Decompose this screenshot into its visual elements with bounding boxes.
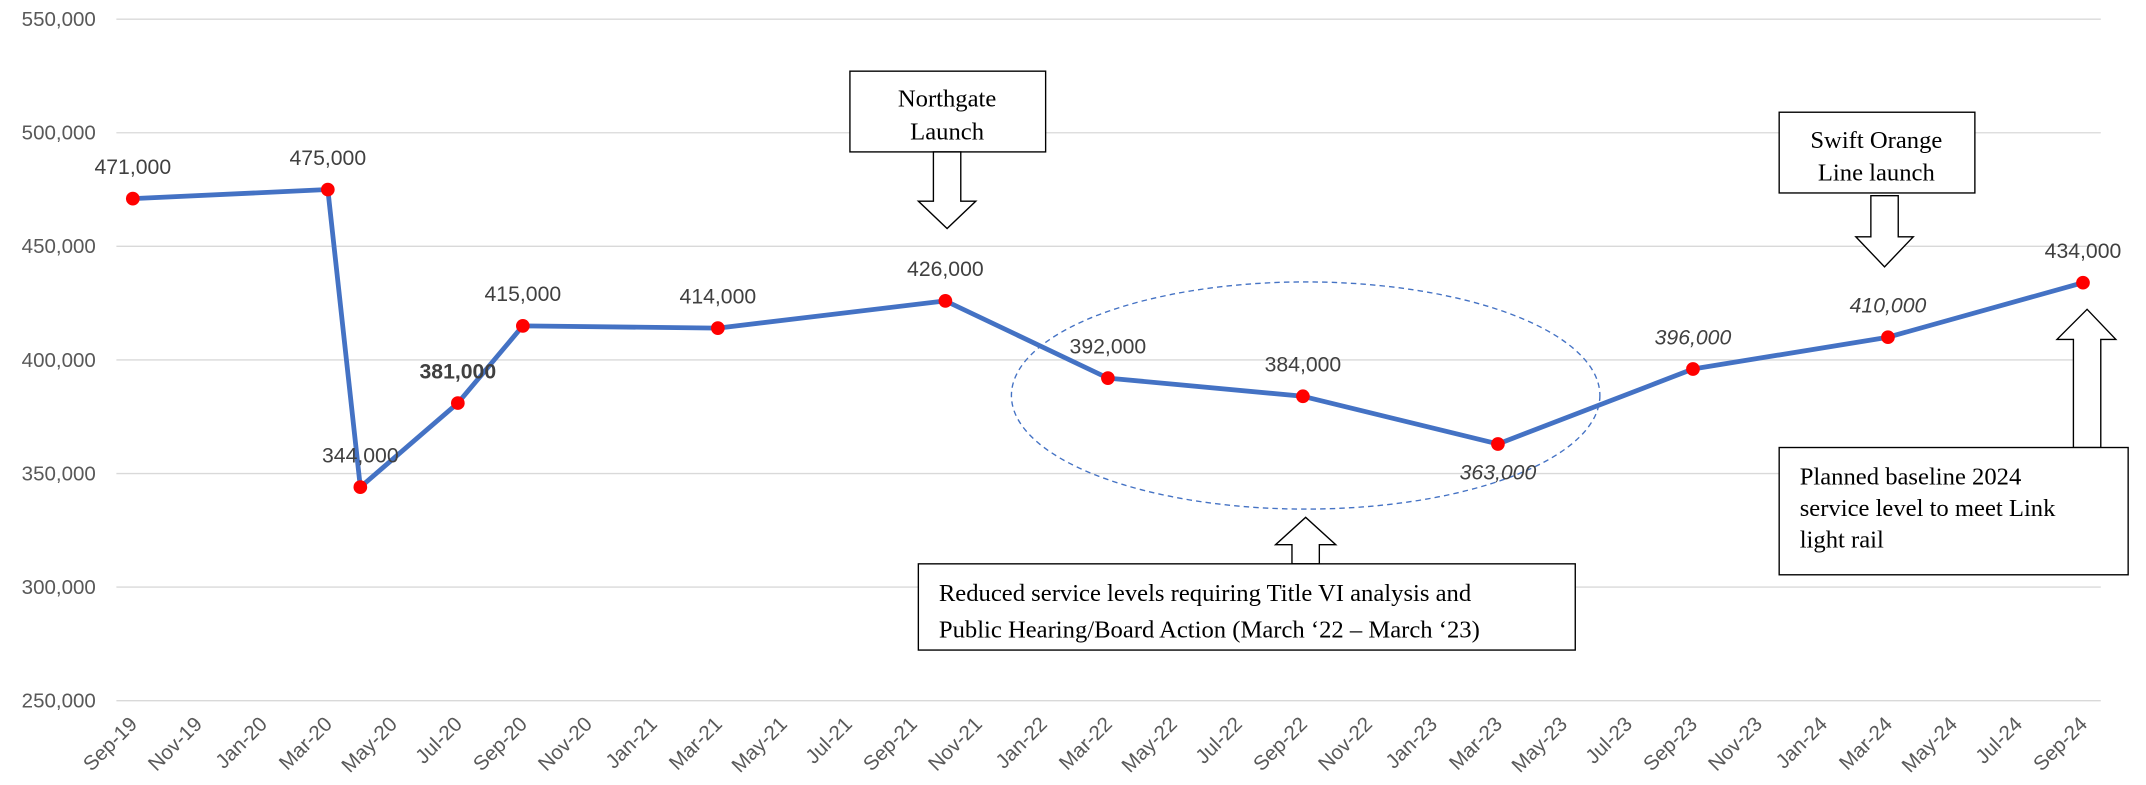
y-tick-label: 250,000 — [22, 690, 96, 713]
y-tick-label: 300,000 — [22, 576, 96, 599]
y-tick-label: 500,000 — [22, 122, 96, 145]
x-tick-label: Sep-24 — [2029, 713, 2092, 776]
annotation-text: service level to meet Link — [1800, 495, 2056, 522]
data-label: 410,000 — [1850, 295, 1927, 318]
data-point — [1296, 389, 1310, 404]
data-point — [2076, 275, 2090, 290]
arrow — [2055, 308, 2118, 449]
x-tick-label: Nov-19 — [144, 713, 207, 776]
data-point — [711, 321, 725, 335]
data-label: 471,000 — [94, 156, 171, 179]
x-tick-label: Mar-24 — [1835, 713, 1897, 775]
data-point — [1491, 437, 1505, 451]
x-tick-label: Sep-23 — [1639, 713, 1702, 776]
x-tick-label: Jan-22 — [991, 713, 1052, 774]
x-tick-label: Jul-20 — [411, 713, 467, 769]
x-tick-label: Jan-24 — [1771, 713, 1832, 774]
x-tick-label: Sep-21 — [859, 713, 922, 776]
data-point — [320, 182, 335, 197]
x-tick-label: Sep-20 — [469, 713, 532, 776]
y-tick-label: 350,000 — [22, 462, 96, 485]
data-label: 396,000 — [1655, 326, 1732, 349]
y-tick-label: 550,000 — [22, 8, 96, 31]
marks: 471,000 475,000 344,000 381,000 415,000 414,0… — [94, 147, 2121, 494]
planned-callout: Planned baseline 2024 service level to m… — [1778, 308, 2129, 576]
x-tick-label: Jul-23 — [1581, 713, 1637, 769]
x-tick-label: Jan-23 — [1381, 713, 1442, 774]
annotation-text: Northgate — [898, 86, 997, 113]
x-tick-label: Nov-23 — [1704, 713, 1767, 776]
x-tick-label: Nov-21 — [924, 713, 987, 776]
x-tick-label: May-21 — [727, 713, 792, 778]
x-tick-label: May-20 — [337, 713, 402, 778]
swift-callout: Swift Orange Line launch — [1778, 111, 1976, 268]
arrow — [1273, 516, 1338, 565]
data-point — [125, 191, 140, 206]
data-point — [1101, 371, 1115, 385]
data-point — [516, 319, 530, 333]
annotation-text: Public Hearing/Board Action (March ‘22 –… — [939, 617, 1480, 644]
data-label: 384,000 — [1265, 354, 1342, 377]
data-label: 414,000 — [680, 285, 757, 308]
x-tick-label: Jul-22 — [1191, 713, 1247, 769]
data-point — [938, 294, 953, 308]
annotation-text: Reduced service levels requiring Title V… — [939, 580, 1472, 607]
annotation-box — [1778, 446, 2129, 576]
x-tick-label: Nov-20 — [534, 713, 597, 776]
x-tick-label: Mar-21 — [665, 713, 727, 775]
data-label: 415,000 — [485, 283, 562, 306]
arrow — [916, 151, 978, 230]
x-tick-label: Jul-24 — [1971, 713, 2027, 769]
x-tick-label: Mar-22 — [1055, 713, 1117, 775]
annotation-box — [1778, 111, 1976, 194]
x-tick-label: Sep-19 — [79, 713, 142, 776]
x-tick-label: Jul-21 — [801, 713, 857, 769]
data-label: 434,000 — [2045, 240, 2122, 263]
annotation-text: Launch — [910, 119, 984, 146]
data-label: 392,000 — [1070, 335, 1147, 358]
northgate-callout: Northgate Launch — [849, 70, 1047, 230]
annotation-text: Line launch — [1818, 160, 1935, 187]
annotation-text: light rail — [1800, 526, 1884, 553]
data-label: 344,000 — [322, 445, 399, 468]
y-tick-label: 400,000 — [22, 349, 96, 372]
x-tick-label: May-22 — [1117, 713, 1182, 778]
data-point — [1686, 362, 1700, 376]
data-label: 381,000 — [420, 360, 497, 383]
arrow — [1854, 195, 1915, 268]
y-tick-label: 450,000 — [22, 235, 96, 258]
x-tick-label: Mar-23 — [1445, 713, 1507, 775]
annotation-text: Swift Orange — [1810, 127, 1942, 154]
x-tick-label: Mar-20 — [275, 713, 337, 775]
x-tick-label: May-23 — [1507, 713, 1572, 778]
reduced-callout: Reduced service levels requiring Title V… — [917, 516, 1576, 651]
annotation-box — [917, 563, 1576, 651]
annotation-text: Planned baseline 2024 — [1800, 463, 2022, 490]
data-label: 426,000 — [907, 258, 984, 281]
x-tick-label: Jan-20 — [211, 713, 272, 774]
highlight-ellipse — [1010, 281, 1601, 510]
x-tick-label: Nov-22 — [1314, 713, 1377, 776]
x-tick-label: Sep-22 — [1249, 713, 1312, 776]
x-tick-label: Jan-21 — [601, 713, 662, 774]
data-label: 475,000 — [289, 147, 366, 170]
annotation-box — [849, 70, 1047, 153]
data-point — [1881, 330, 1895, 345]
data-point — [450, 396, 465, 410]
data-label: 363,000 — [1460, 462, 1537, 485]
x-tick-label: May-24 — [1897, 713, 1962, 778]
data-point — [353, 480, 368, 494]
